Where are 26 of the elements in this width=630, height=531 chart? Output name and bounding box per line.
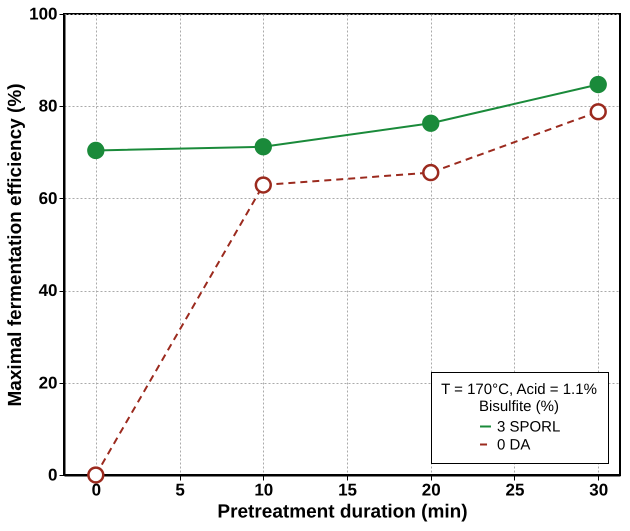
legend-label: 0 DA (497, 436, 530, 454)
y-tick-label: 80 (38, 96, 58, 116)
point (254, 176, 272, 194)
x-tick-label: 5 (175, 480, 185, 500)
x-tick-label: 20 (422, 480, 441, 500)
legend-title: T = 170°C, Acid = 1.1% Bisulfite (%) (441, 381, 597, 415)
y-tick-label: 0 (48, 466, 58, 484)
point (254, 138, 272, 156)
y-tick-label: 40 (38, 281, 58, 300)
point (590, 103, 607, 120)
y-tick-label: 20 (38, 373, 58, 392)
point (422, 164, 440, 182)
legend-label: 3 SPORL (497, 418, 560, 436)
x-tick-label: 15 (338, 480, 357, 500)
x-tick-label: 30 (589, 480, 608, 500)
point (422, 114, 440, 132)
y-axis-title: Maximal fermentation efficiency (%) (5, 83, 26, 407)
x-axis-title: Pretreatment duration (min) (217, 502, 468, 522)
point (87, 142, 104, 160)
x-tick-label: 10 (254, 480, 274, 500)
point (87, 466, 104, 484)
y-tick-label: 100 (29, 4, 58, 24)
point (590, 76, 607, 94)
x-tick-label: 0 (92, 480, 102, 500)
x-tick-label: 25 (506, 480, 524, 500)
y-tick-label: 60 (38, 188, 58, 208)
